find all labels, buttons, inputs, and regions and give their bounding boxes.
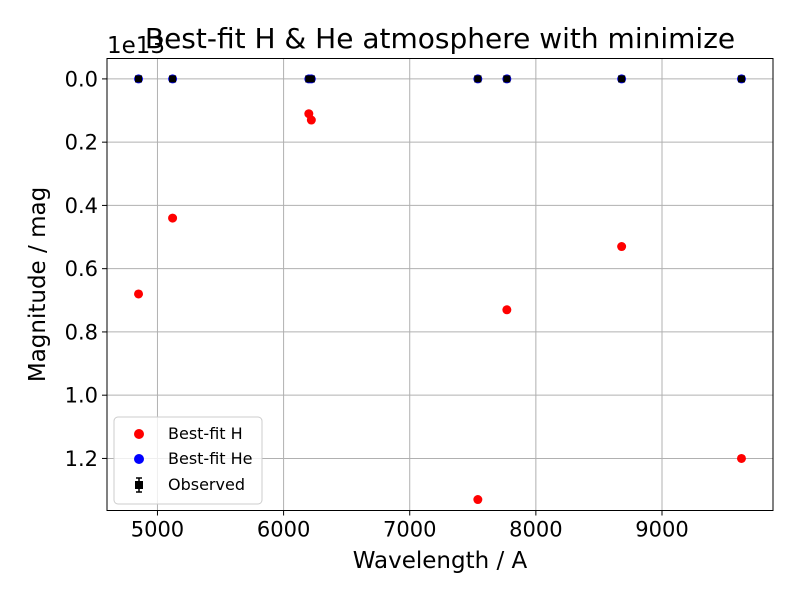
y-tick-label: 0.2 [65,131,98,155]
point-observed [135,75,143,83]
x-axis-label: Wavelength / A [353,548,528,574]
legend-marker-best-fit-he [134,454,144,464]
x-tick-label: 8000 [509,518,562,542]
x-tick-label: 5000 [131,518,184,542]
x-tick-label: 7000 [383,518,436,542]
legend-marker-observed [135,481,143,489]
legend-box [113,416,263,505]
legend-label-best-fit-h: Best-fit H [168,424,243,443]
point-observed [737,75,745,83]
axis-ticks: 5000 6000 7000 8000 9000 0.0 0.2 0.4 0.6 0.8 1.0 1.… [65,67,689,541]
point-observed [169,75,177,83]
y-tick-label: 0.8 [65,320,98,344]
legend: Best-fit H Best-fit He Observed [113,416,263,505]
y-tick-label: 1.2 [65,447,98,471]
y-tick-label: 0.6 [65,257,98,281]
point-best-fit-h [168,213,178,223]
legend-label-observed: Observed [168,475,245,494]
y-tick-label: 0.0 [65,67,98,91]
y-axis-label: Magnitude / mag [25,187,51,382]
data-points [134,74,746,505]
point-observed [307,75,315,83]
point-observed [503,75,511,83]
chart-title: Best-fit H & He atmosphere with minimize [145,22,735,55]
point-best-fit-h [502,305,512,315]
point-best-fit-h [736,453,746,463]
point-best-fit-h [473,495,483,505]
point-observed [618,75,626,83]
y-tick-label: 1.0 [65,384,98,408]
x-tick-label: 6000 [257,518,310,542]
point-best-fit-h [617,242,627,252]
point-best-fit-h [134,289,144,299]
point-best-fit-h [306,115,316,125]
legend-label-best-fit-he: Best-fit He [168,449,253,468]
legend-marker-best-fit-h [134,429,144,439]
x-tick-label: 9000 [635,518,688,542]
y-offset-label: 1e13 [107,33,165,59]
point-observed [474,75,482,83]
plot-frame [106,58,774,511]
y-tick-label: 0.4 [65,194,98,218]
